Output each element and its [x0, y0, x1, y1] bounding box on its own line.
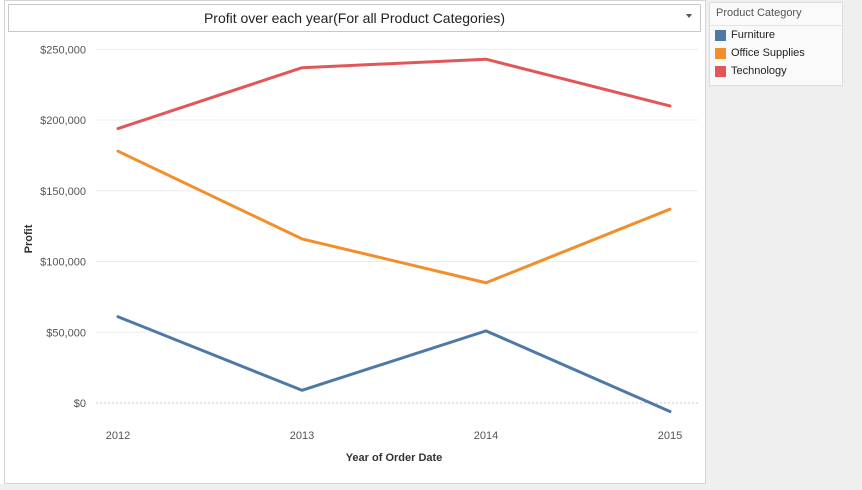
- y-axis-label: Profit: [23, 224, 35, 253]
- x-axis-ticks: 2012 2013 2014 2015: [106, 430, 682, 442]
- legend-swatch-technology: [715, 65, 726, 77]
- y-tick-label: $100,000: [40, 257, 86, 269]
- legend-swatch-office-supplies: [715, 47, 726, 59]
- legend-label: Technology: [731, 65, 787, 77]
- series-line-technology[interactable]: [116, 57, 672, 131]
- gridlines: [96, 48, 698, 404]
- legend-item-furniture[interactable]: Furniture: [710, 26, 842, 44]
- legend-label: Furniture: [731, 29, 776, 41]
- chart-title-dropdown[interactable]: Profit over each year(For all Product Ca…: [8, 4, 701, 32]
- legend: Product Category Furniture Office Suppli…: [709, 2, 843, 86]
- legend-item-technology[interactable]: Technology: [710, 62, 842, 80]
- x-tick-label: 2014: [474, 430, 498, 442]
- chart-title: Profit over each year(For all Product Ca…: [203, 10, 506, 26]
- legend-label: Office Supplies: [731, 47, 805, 59]
- bottom-strip: [0, 484, 862, 490]
- series-line-office-supplies[interactable]: [116, 149, 672, 285]
- y-tick-label: $50,000: [46, 327, 86, 339]
- legend-swatch-furniture: [715, 29, 726, 41]
- legend-title: Product Category: [710, 3, 842, 26]
- y-tick-label: $200,000: [40, 115, 86, 127]
- x-tick-label: 2012: [106, 430, 130, 442]
- y-tick-label: $250,000: [40, 44, 86, 56]
- caret-down-icon[interactable]: [686, 14, 692, 18]
- x-tick-label: 2013: [290, 430, 314, 442]
- legend-item-office-supplies[interactable]: Office Supplies: [710, 44, 842, 62]
- series-line-furniture[interactable]: [116, 315, 672, 414]
- x-axis-label: Year of Order Date: [346, 452, 443, 464]
- y-tick-label: $150,000: [40, 186, 86, 198]
- x-tick-label: 2015: [658, 430, 682, 442]
- y-tick-label: $0: [74, 398, 86, 410]
- series-lines: [116, 57, 672, 414]
- line-chart: $0 $50,000 $100,000 $150,000 $200,000 $250,00…: [23, 44, 698, 464]
- y-axis-ticks: $0 $50,000 $100,000 $150,000 $200,000 $250,00…: [40, 44, 86, 410]
